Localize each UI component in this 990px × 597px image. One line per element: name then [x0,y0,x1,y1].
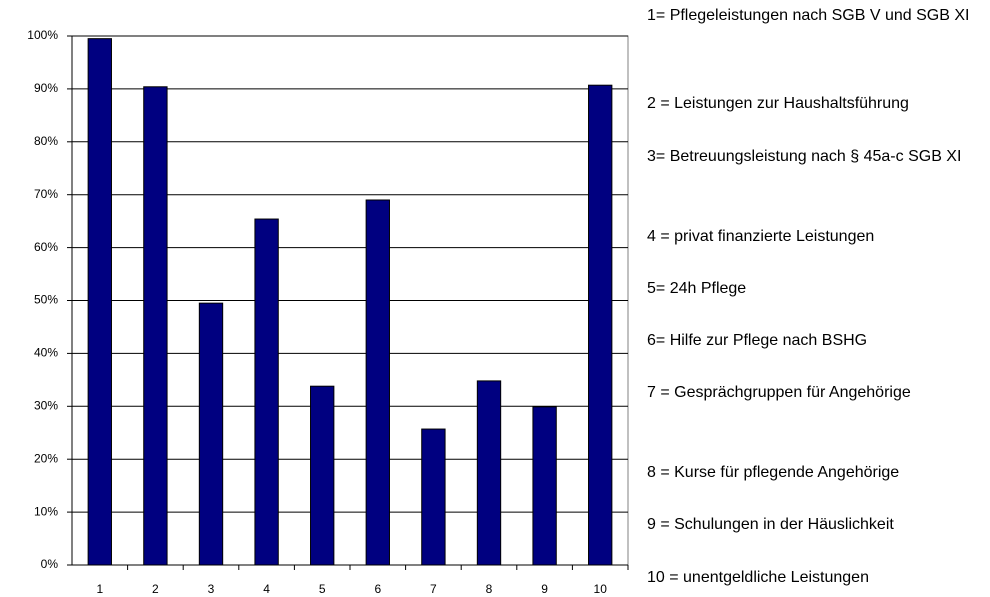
y-tick-label: 50% [34,293,58,307]
y-tick-label: 80% [34,134,58,148]
x-tick-label: 6 [374,582,381,596]
x-tick-label: 10 [594,582,608,596]
x-tick-label: 8 [486,582,493,596]
bar [365,199,390,566]
bar [532,406,557,566]
legend-text: 4 = privat finanzierte Leistungen [647,228,875,245]
y-tick-label: 40% [34,346,58,360]
x-tick-label: 2 [152,582,159,596]
bar [87,38,112,566]
legend-text: 8 = Kurse für pflegende Angehörige [647,464,900,481]
legend-text: 10 = unentgeldliche Leistungen [647,569,869,586]
legend-text: 5= 24h Pflege [647,280,747,297]
y-tick-label: 20% [34,451,58,465]
x-tick-label: 5 [319,582,326,596]
y-tick-label: 10% [34,504,58,518]
bar [476,380,502,566]
y-tick-label: 60% [34,240,58,254]
y-tick-label: 90% [34,81,58,95]
bar [310,385,335,566]
legend-text: 2 = Leistungen zur Haushaltsführung [647,95,909,112]
y-tick-label: 100% [27,28,58,42]
legend-text: 6= Hilfe zur Pflege nach BSHG [647,332,868,349]
x-tick-label: 9 [541,582,548,596]
bar [421,428,446,566]
bar [143,86,168,566]
y-tick-label: 0% [41,557,59,571]
x-tick-label: 4 [263,582,270,596]
y-tick-label: 30% [34,398,58,412]
legend-text: 1= Pflegeleistungen nach SGB V und SGB X… [647,7,970,24]
legend-text: 7 = Gesprächgruppen für Angehörige [647,384,911,401]
y-tick-label: 70% [34,187,58,201]
x-tick-label: 3 [208,582,215,596]
x-tick-label: 7 [430,582,437,596]
bar [588,84,613,566]
legend-text: 9 = Schulungen in der Häuslichkeit [647,516,894,533]
x-tick-label: 1 [96,582,103,596]
bar [254,218,279,566]
legend-text: 3= Betreuungsleistung nach § 45a-c SGB X… [647,148,962,165]
bar [198,302,224,566]
